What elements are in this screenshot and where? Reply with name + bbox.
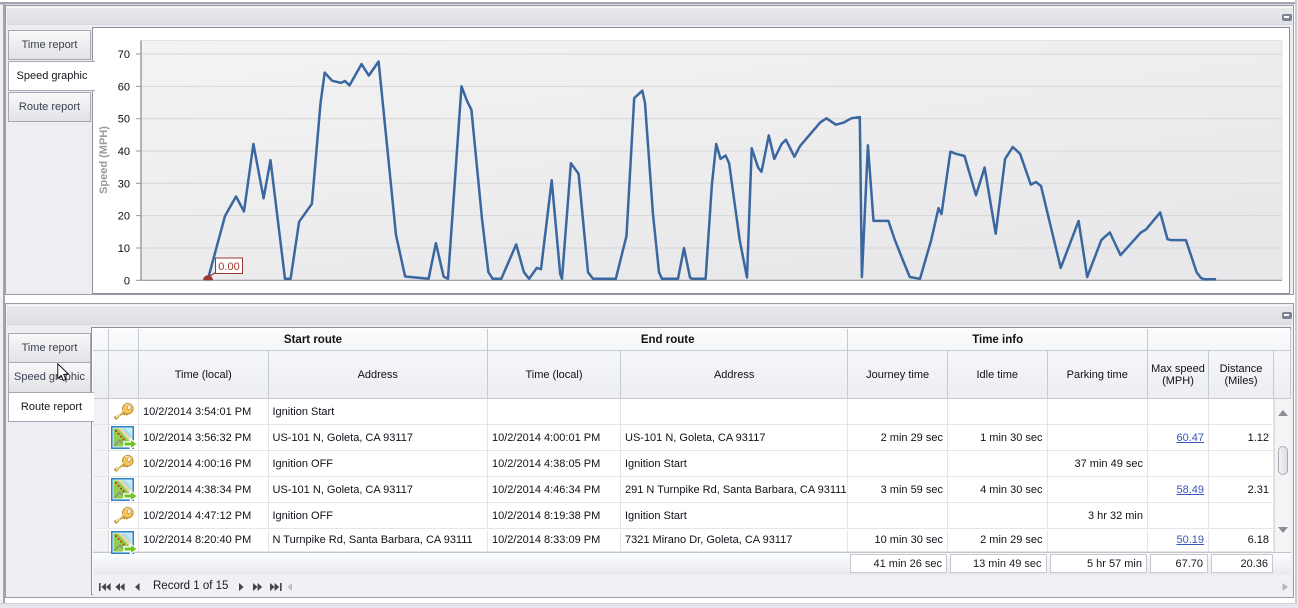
svg-text:70: 70	[118, 49, 130, 61]
svg-text:60: 60	[118, 81, 130, 93]
svg-text:40: 40	[118, 146, 130, 158]
svg-text:20: 20	[118, 211, 130, 223]
svg-text:30: 30	[118, 178, 130, 190]
svg-text:0.00: 0.00	[218, 261, 239, 273]
svg-text:10: 10	[118, 243, 130, 255]
svg-text:Speed (MPH): Speed (MPH)	[98, 126, 110, 194]
svg-text:50: 50	[118, 114, 130, 126]
svg-text:0: 0	[124, 275, 130, 287]
